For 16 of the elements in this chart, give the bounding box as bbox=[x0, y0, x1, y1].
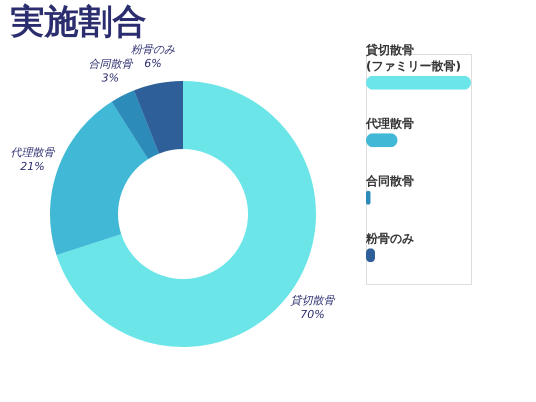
donut-slice bbox=[112, 90, 160, 160]
slice-label: 貸切散骨 bbox=[290, 294, 336, 308]
y-tick-label: 粉骨のみ bbox=[365, 231, 414, 246]
y-tick-label: 合同散骨 bbox=[365, 174, 414, 188]
chart-title: 実施割合 bbox=[9, 2, 146, 42]
slice-label: 合同散骨 bbox=[88, 57, 134, 70]
donut-slice bbox=[134, 81, 183, 154]
y-tick-label: 代理散骨 bbox=[365, 116, 414, 130]
data-label: 21% bbox=[20, 160, 45, 173]
bar bbox=[366, 76, 471, 90]
slice-label: 粉骨のみ bbox=[131, 42, 176, 56]
y-tick-label: 貸切散骨 (ファミリー散骨) bbox=[365, 42, 461, 73]
slice-label: 代理散骨 bbox=[10, 146, 56, 159]
data-label: 70% bbox=[300, 308, 325, 322]
data-label: 6% bbox=[144, 56, 162, 70]
data-label: 3% bbox=[102, 71, 120, 84]
